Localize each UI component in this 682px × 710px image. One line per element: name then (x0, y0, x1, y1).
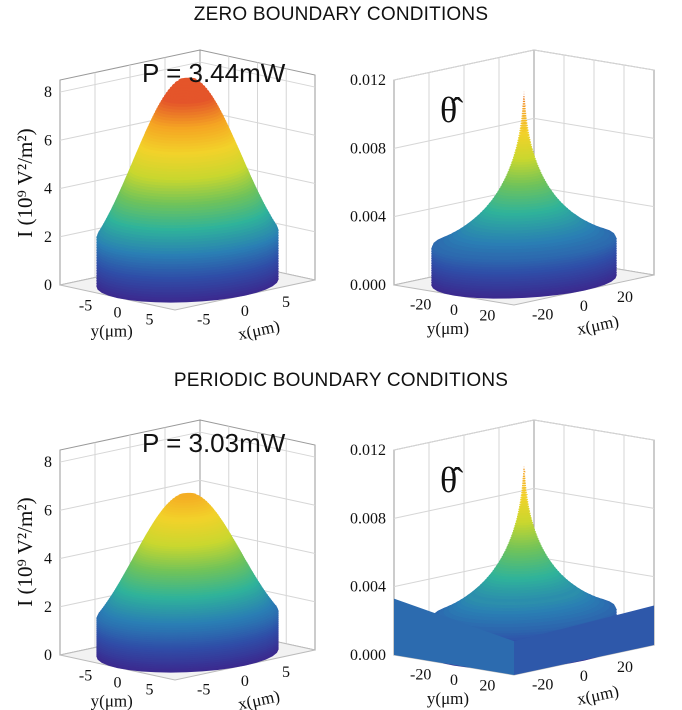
theta-hat-symbol: θ̂ (440, 460, 463, 500)
surface-slice (521, 499, 527, 500)
x-axis-label: x(μm) (575, 311, 620, 338)
x-tick-label: -5 (197, 682, 210, 699)
x-tick-label: -5 (197, 312, 210, 329)
y-tick-label: -20 (410, 296, 431, 313)
surface-slice (179, 494, 196, 498)
z-tick-label: 4 (44, 551, 52, 568)
y-tick-label: 20 (479, 678, 495, 695)
z-tick-label: 8 (44, 84, 52, 101)
surface-slice (522, 120, 527, 121)
z-tick-label: 8 (44, 454, 52, 471)
surface-slice (518, 139, 530, 141)
surface-slice (521, 123, 527, 124)
z-tick-label: 0.000 (350, 277, 386, 294)
y-tick-label: 5 (145, 311, 153, 328)
surface (97, 493, 278, 672)
x-tick-label: -20 (532, 307, 553, 324)
surface-slice (523, 485, 526, 486)
y-tick-label: -5 (79, 668, 92, 685)
y-tick-label: 20 (479, 308, 495, 325)
x-tick-label: 0 (241, 673, 249, 690)
z-tick-label: 0.004 (350, 579, 386, 596)
z-tick-label: 0 (44, 277, 52, 294)
chart-zero-theta: 0.000 0.004 0.008 0.012 -20 0 20 -20 0 20 y(μm) x(μ… (348, 40, 668, 340)
y-tick-label: 0 (450, 302, 458, 319)
surface-slice (522, 488, 525, 489)
x-axis-label: x(μm) (236, 316, 281, 343)
surface-slice (520, 132, 529, 134)
surface-slice (522, 116, 526, 117)
z-tick-label: 0.004 (350, 209, 386, 226)
y-axis-label: y(μm) (91, 321, 133, 340)
z-tick-label: 0.012 (350, 72, 386, 89)
surface-slice (522, 118, 526, 119)
y-axis-label: y(μm) (427, 689, 469, 708)
theta-hat-symbol: θ̂ (440, 90, 463, 130)
surface-slice (519, 508, 529, 510)
z-tick-label: 0.008 (350, 140, 386, 157)
z-tick-label: 6 (44, 502, 52, 519)
surface-slice (522, 490, 526, 491)
surface (97, 78, 278, 303)
surface-slice (522, 113, 525, 114)
x-tick-label: 0 (580, 298, 588, 315)
x-tick-label: 5 (282, 294, 290, 311)
surface-slice (520, 504, 528, 506)
x-tick-label: 0 (580, 668, 588, 685)
surface-slice (522, 495, 527, 496)
y-tick-label: -5 (79, 298, 92, 315)
y-tick-label: 0 (450, 672, 458, 689)
power-annotation: P = 3.03mW (142, 428, 286, 458)
surface-slice (520, 127, 527, 128)
chart-periodic-intensity: 0 2 4 6 8 -5 0 5 -5 0 5 y(μm) x(μm) P = 3.03mW (30, 410, 330, 710)
y-axis-label: y(μm) (91, 691, 133, 710)
y-axis-label: y(μm) (427, 319, 469, 338)
chart-zero-intensity: 0 2 4 6 8 -5 0 5 -5 0 5 y(μm) x(μm) P = 3.44mW (30, 40, 330, 340)
z-tick-label: 2 (44, 599, 52, 616)
surface-slice (520, 501, 527, 502)
x-axis-label: x(μm) (236, 686, 281, 710)
surface-slice (519, 137, 530, 139)
surface-slice (522, 492, 526, 493)
x-tick-label: 20 (617, 289, 633, 306)
x-tick-label: 5 (282, 664, 290, 681)
surface-slice (520, 130, 528, 132)
surface-slice (519, 510, 530, 512)
z-tick-label: 4 (44, 181, 52, 198)
z-tick-label: 2 (44, 229, 52, 246)
surface (394, 462, 654, 675)
y-tick-label: -20 (410, 666, 431, 683)
surface-slice (519, 134, 529, 136)
surface-slice (520, 506, 529, 508)
power-annotation: P = 3.44mW (142, 58, 286, 88)
x-tick-label: 0 (241, 303, 249, 320)
y-tick-label: 5 (145, 681, 153, 698)
z-tick-label: 0 (44, 647, 52, 664)
section-title-periodic: PERIODIC BOUNDARY CONDITIONS (0, 370, 682, 392)
section-title-zero: ZERO BOUNDARY CONDITIONS (0, 4, 682, 26)
y-tick-label: 0 (114, 305, 122, 322)
z-tick-label: 0.000 (350, 647, 386, 664)
z-tick-label: 6 (44, 132, 52, 149)
surface-slice (521, 497, 527, 498)
z-tick-label: 0.008 (350, 510, 386, 527)
surface-slice (523, 111, 526, 112)
y-tick-label: 0 (114, 675, 122, 692)
surface-slice (521, 125, 527, 126)
x-tick-label: -20 (532, 677, 553, 694)
surface (432, 87, 616, 298)
z-tick-label: 0.012 (350, 442, 386, 459)
x-tick-label: 20 (617, 659, 633, 676)
